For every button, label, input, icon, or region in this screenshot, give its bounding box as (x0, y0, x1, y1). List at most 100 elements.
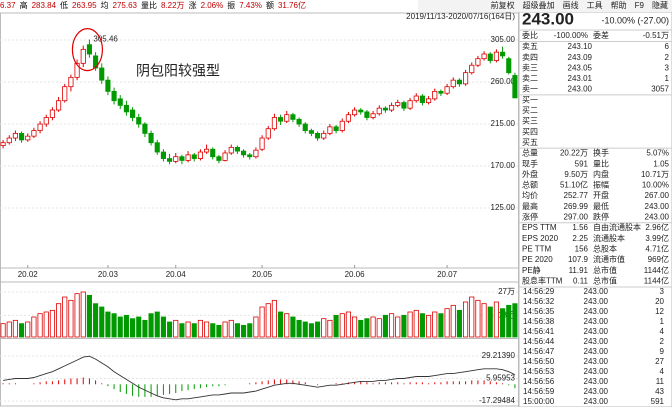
tick-time: 14:56:44 (523, 337, 555, 346)
x-tick-label: 20.04 (166, 270, 187, 279)
tick-time: 14:56:53 (523, 367, 555, 376)
volume-bar (321, 318, 327, 338)
candle-body (271, 117, 277, 130)
book-volume: 3 (665, 63, 670, 72)
field-label: 量比 (593, 158, 609, 168)
toolbar-button[interactable]: F9 (634, 1, 644, 10)
volume-bar (438, 313, 444, 338)
field-value: 4.71亿 (645, 243, 669, 253)
field-value: 3.99亿 (645, 233, 669, 243)
candle-body (253, 149, 259, 158)
tick-price: 243.00 (584, 287, 609, 296)
candle-body (358, 109, 364, 113)
field-label: 流通市值 (593, 254, 625, 264)
field-label: 股息率TTM (522, 275, 563, 285)
volume-bar (25, 321, 31, 338)
candle-body (130, 109, 136, 118)
toolbar-button[interactable]: 前复权 (490, 1, 515, 10)
field-value: 1.56 (572, 223, 588, 232)
volume-bar (389, 313, 395, 338)
tick-price: 243.00 (584, 307, 609, 316)
field-value: 243.00 (645, 202, 670, 211)
field-label: 换手 (593, 148, 609, 158)
tick-volume: 43 (655, 387, 664, 396)
candle-body (481, 53, 487, 60)
volume-bar (493, 301, 499, 338)
volume-bar (123, 314, 129, 338)
y-tick-label: 215.00 (491, 119, 516, 128)
tick-price: 243.00 (584, 377, 609, 386)
toolbar-button[interactable]: 超级叠加 (522, 1, 555, 10)
volume-bar (463, 301, 469, 338)
volume-bar (62, 296, 68, 338)
volume-bar (6, 321, 12, 338)
y-tick-label: 5.95953 (486, 374, 515, 383)
tick-time: 14:56:50 (523, 357, 555, 366)
volume-bar (253, 316, 259, 338)
volume-bar (407, 311, 413, 338)
field-value: 11.91 (569, 266, 589, 275)
candle-body (204, 148, 210, 153)
volume-bar (136, 316, 142, 338)
quote-item: 8.22万 (160, 1, 185, 10)
candle-body (80, 48, 86, 64)
candle-body (185, 154, 191, 161)
quote-item: 7.43% (239, 1, 262, 10)
volume-bar (204, 321, 210, 338)
toolbar-button[interactable]: 画线 (562, 1, 579, 10)
tick-time: 14:56:47 (523, 347, 555, 356)
tick-volume: 2 (660, 337, 665, 346)
volume-bar (56, 303, 62, 338)
volume-bar (315, 321, 321, 338)
tick-volume: 3 (660, 287, 665, 296)
y-tick-label: 29.21390 (482, 351, 516, 360)
book-volume: 6 (665, 42, 670, 51)
tick-price: 243.00 (584, 367, 609, 376)
volume-bar (154, 311, 160, 338)
toolbar-button[interactable]: 工具 (586, 1, 603, 10)
tick-volume: 20 (655, 297, 664, 306)
candle-body (278, 117, 284, 122)
tick-price: 243.00 (584, 397, 609, 406)
field-label: 流通股本 (593, 233, 625, 243)
volume-bar (19, 323, 25, 338)
field-value: 10.00% (642, 181, 669, 190)
tick-time: 14:56:41 (523, 327, 555, 336)
field-value: 5.07% (646, 149, 669, 158)
field-label: 总市值 (593, 265, 617, 275)
volume-bar (500, 308, 506, 338)
candle-body (389, 104, 395, 111)
volume-bar (333, 314, 339, 338)
field-value: 0.11 (573, 276, 589, 285)
volume-bar (426, 314, 432, 338)
tick-time: 14:56:29 (523, 287, 555, 296)
candle-body (315, 132, 321, 139)
x-tick-label: 20.03 (98, 270, 119, 279)
volume-bar (80, 291, 86, 338)
volume-bar (31, 316, 37, 338)
toolbar-button[interactable]: 隐藏 (652, 1, 668, 10)
field-label: 总额 (522, 180, 538, 190)
candle-body (308, 130, 314, 134)
volume-bar (278, 311, 284, 338)
book-label: 买三 (522, 117, 538, 126)
volume-bar (191, 323, 197, 338)
field-value: -100.00% (554, 31, 588, 40)
volume-bar (185, 321, 191, 338)
candle-body (117, 98, 123, 106)
volume-bar (160, 316, 166, 338)
candle-body (450, 79, 456, 88)
candle-body (241, 150, 247, 156)
toolbar-button[interactable]: 帮助 (610, 1, 627, 10)
field-label: 外盘 (522, 169, 538, 179)
candle-body (419, 95, 425, 103)
date-range: 2019/11/13-2020/07/16(164日) (406, 12, 515, 21)
field-value: 20.22万 (560, 149, 588, 158)
volume-bar (93, 303, 99, 338)
volume-bar (197, 319, 203, 338)
tick-price: 243.00 (584, 347, 609, 356)
candle-body (6, 137, 12, 144)
volume-bar (401, 314, 407, 338)
field-label: 最低 (593, 201, 609, 211)
volume-bar (296, 319, 302, 338)
